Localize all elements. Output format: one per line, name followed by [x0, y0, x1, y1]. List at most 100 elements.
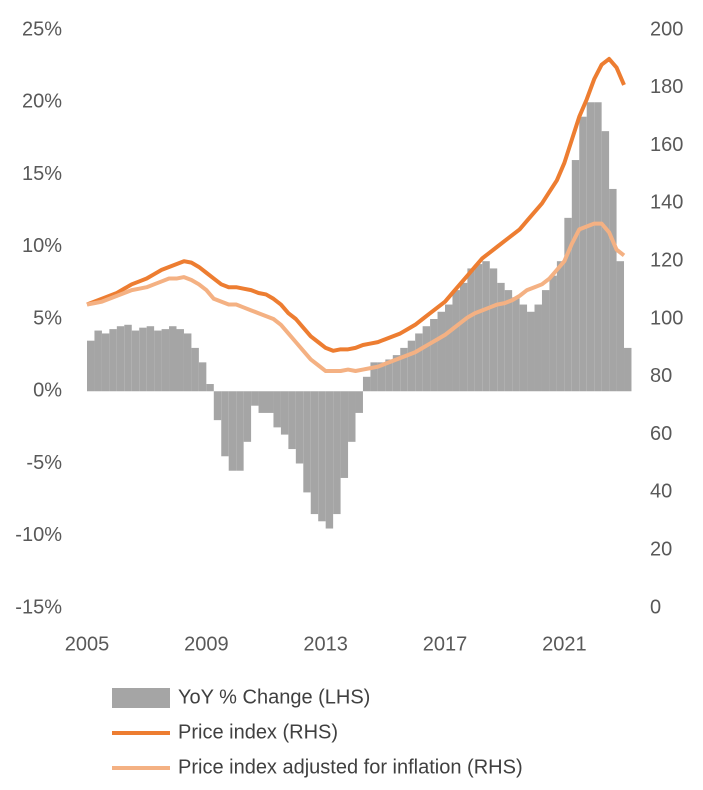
bar — [489, 268, 498, 392]
bar — [131, 330, 140, 392]
y2-tick-label: 0 — [650, 596, 661, 618]
bar — [564, 217, 572, 392]
bar — [601, 131, 610, 392]
bar — [228, 391, 237, 471]
bar — [430, 319, 438, 392]
bar — [415, 333, 423, 392]
legend-label: YoY % Change (LHS) — [178, 686, 370, 708]
x-tick-label: 2009 — [184, 633, 229, 655]
bar — [310, 391, 319, 515]
bar — [445, 304, 453, 392]
bar — [459, 282, 468, 392]
x-tick-label: 2013 — [303, 633, 348, 655]
bar — [497, 282, 505, 392]
bar — [94, 330, 102, 392]
bar — [333, 391, 341, 515]
y2-tick-label: 40 — [650, 481, 672, 503]
y2-tick-label: 120 — [650, 249, 683, 271]
bar — [124, 324, 132, 392]
bar — [169, 326, 177, 392]
bar — [236, 391, 244, 471]
bar — [385, 359, 393, 392]
y2-tick-label: 200 — [650, 18, 683, 40]
bar — [512, 297, 520, 392]
bar — [362, 376, 371, 392]
y2-tick-label: 140 — [650, 192, 683, 214]
bar — [579, 116, 587, 392]
bar — [139, 327, 147, 392]
bar — [474, 264, 483, 392]
bar — [213, 391, 222, 421]
y-tick-label: 0% — [33, 380, 62, 402]
bar — [198, 362, 207, 392]
legend-label: Price index (RHS) — [178, 721, 338, 743]
bar — [527, 311, 535, 392]
legend-label: Price index adjusted for inflation (RHS) — [178, 756, 523, 778]
bar — [541, 290, 550, 392]
bar — [519, 304, 528, 392]
y2-tick-label: 60 — [650, 423, 672, 445]
bar — [109, 329, 117, 392]
bar — [348, 391, 356, 442]
y-tick-label: 10% — [22, 235, 62, 257]
bar — [624, 347, 632, 392]
bar — [586, 102, 595, 392]
bar — [377, 362, 386, 392]
bar — [609, 188, 617, 392]
legend: YoY % Change (LHS) Price index (RHS) Price… — [112, 686, 523, 778]
bar — [258, 391, 267, 413]
bar — [295, 391, 304, 464]
bar — [355, 391, 363, 413]
bar — [571, 160, 580, 392]
bar — [191, 347, 199, 392]
bar — [616, 261, 625, 392]
bar — [280, 391, 289, 435]
bar — [161, 329, 170, 392]
y-tick-label: -10% — [15, 524, 62, 546]
bar — [437, 311, 446, 392]
bar — [452, 290, 460, 392]
y2-tick-label: 100 — [650, 307, 683, 329]
bar — [288, 391, 296, 450]
bar — [482, 261, 490, 392]
bar — [116, 326, 125, 392]
bar — [251, 391, 259, 406]
line — [86, 221, 626, 374]
bar — [504, 290, 513, 392]
bar — [340, 391, 349, 478]
bar — [87, 340, 95, 392]
bar — [392, 355, 401, 392]
bar — [400, 347, 408, 392]
y-tick-label: -5% — [26, 452, 62, 474]
y2-tick-label: 180 — [650, 76, 683, 98]
y-tick-label: 25% — [22, 18, 62, 40]
bar — [206, 384, 214, 392]
y-tick-label: 15% — [22, 163, 62, 185]
bar — [549, 275, 557, 392]
bar — [318, 391, 326, 522]
bar — [101, 333, 110, 392]
x-tick-label: 2021 — [542, 633, 587, 655]
y-tick-label: 20% — [22, 91, 62, 113]
bar — [325, 391, 334, 529]
bar — [243, 391, 252, 442]
bar — [266, 391, 274, 413]
bar — [183, 333, 192, 392]
bar — [534, 304, 542, 392]
line — [86, 56, 626, 353]
y-tick-label: -15% — [15, 596, 62, 618]
bar — [594, 102, 602, 392]
bar — [221, 391, 229, 457]
bar — [407, 340, 416, 392]
y2-tick-label: 160 — [650, 134, 683, 156]
bar — [422, 326, 431, 392]
x-tick-label: 2017 — [423, 633, 468, 655]
bar — [176, 329, 184, 392]
bar — [467, 268, 475, 392]
bar — [370, 362, 378, 392]
bar — [303, 391, 311, 493]
bar — [556, 261, 565, 392]
legend-swatch — [112, 688, 170, 708]
bar — [273, 391, 281, 428]
